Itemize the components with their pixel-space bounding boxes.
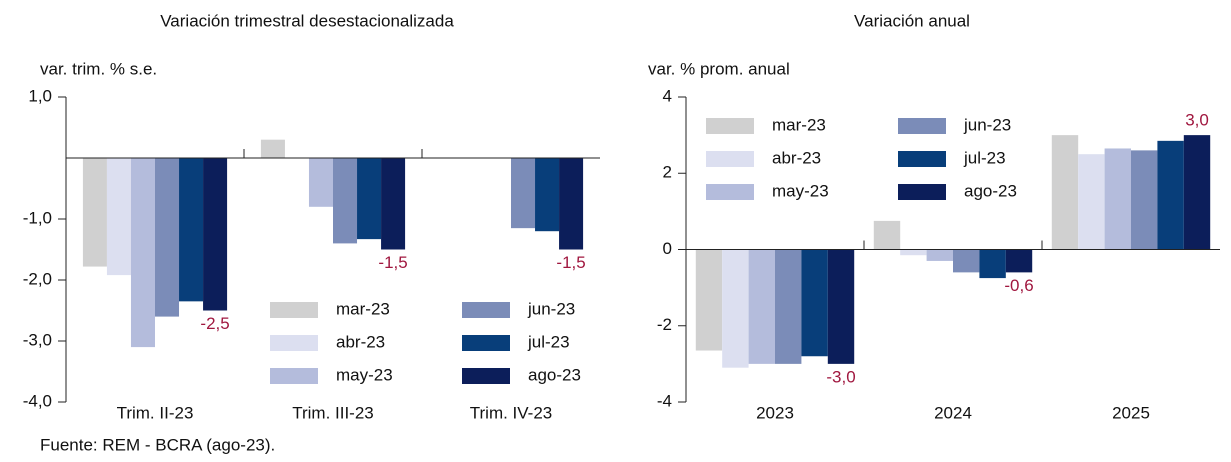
bar xyxy=(1078,154,1105,250)
bar xyxy=(1131,150,1158,250)
bar xyxy=(926,249,953,261)
legend-swatch xyxy=(898,184,946,200)
legend-swatch xyxy=(462,302,510,318)
legend-label: abr-23 xyxy=(772,148,821,167)
bar xyxy=(106,158,131,276)
chart-title: Variación trimestral desestacionalizada xyxy=(160,11,454,30)
x-tick-label: Trim. II-23 xyxy=(117,403,194,422)
legend-swatch xyxy=(898,118,946,134)
y-tick-label: -3,0 xyxy=(23,330,52,349)
value-label: -0,6 xyxy=(1004,276,1033,295)
bar xyxy=(1104,148,1131,250)
bar xyxy=(179,158,204,302)
bar xyxy=(1157,140,1184,250)
y-tick-label: -4,0 xyxy=(23,391,52,410)
value-label: -3,0 xyxy=(826,367,855,386)
bar xyxy=(203,158,228,311)
legend-label: may-23 xyxy=(772,181,829,200)
x-tick-label: Trim. IV-23 xyxy=(470,403,553,422)
legend-swatch xyxy=(706,118,754,134)
bar xyxy=(1051,135,1079,250)
legend-label: mar-23 xyxy=(336,299,390,318)
source-note: Fuente: REM - BCRA (ago-23). xyxy=(40,435,275,454)
legend-swatch xyxy=(462,368,510,384)
bar xyxy=(260,139,285,158)
bar xyxy=(900,249,927,256)
legend-swatch xyxy=(462,335,510,351)
bar xyxy=(130,158,155,348)
bar xyxy=(82,158,107,267)
bar xyxy=(559,158,584,250)
bar xyxy=(381,158,406,250)
bar xyxy=(333,158,358,244)
x-tick-label: 2025 xyxy=(1112,403,1150,422)
bar xyxy=(827,249,855,364)
y-tick-label: -1,0 xyxy=(23,208,52,227)
value-label: -2,5 xyxy=(200,314,229,333)
bar xyxy=(748,249,775,364)
y-tick-label: -4 xyxy=(657,391,672,410)
x-tick-label: Trim. III-23 xyxy=(292,403,374,422)
bar xyxy=(1005,249,1033,273)
legend-label: may-23 xyxy=(336,365,393,384)
bar xyxy=(308,158,333,207)
value-label: 3,0 xyxy=(1185,111,1209,130)
legend-swatch xyxy=(898,151,946,167)
bar xyxy=(511,158,536,229)
value-label: -1,5 xyxy=(378,253,407,272)
bar xyxy=(357,158,382,240)
legend-swatch xyxy=(706,151,754,167)
legend-label: jun-23 xyxy=(527,299,575,318)
legend-label: abr-23 xyxy=(336,332,385,351)
legend-swatch xyxy=(270,302,318,318)
legend-label: jul-23 xyxy=(527,332,570,351)
legend-label: mar-23 xyxy=(772,115,826,134)
y-tick-label: 4 xyxy=(663,86,672,105)
bar xyxy=(695,249,723,351)
x-tick-label: 2024 xyxy=(934,403,972,422)
y-tick-label: 2 xyxy=(663,163,672,182)
legend-swatch xyxy=(270,368,318,384)
bar xyxy=(1183,135,1211,250)
bar xyxy=(775,249,802,364)
legend-swatch xyxy=(706,184,754,200)
y-tick-label: 0 xyxy=(663,239,672,258)
bar xyxy=(979,249,1006,279)
chart-title: Variación anual xyxy=(854,11,970,30)
y-axis-label: var. % prom. anual xyxy=(648,59,790,78)
legend-swatch xyxy=(270,335,318,351)
legend-label: ago-23 xyxy=(528,365,581,384)
bar xyxy=(155,158,180,317)
y-tick-label: -2 xyxy=(657,315,672,334)
y-tick-label: 1,0 xyxy=(28,86,52,105)
y-tick-label: -2,0 xyxy=(23,269,52,288)
bar xyxy=(873,220,901,250)
value-label: -1,5 xyxy=(556,253,585,272)
bar xyxy=(953,249,980,273)
y-axis-label: var. trim. % s.e. xyxy=(40,59,157,78)
legend-label: jun-23 xyxy=(963,115,1011,134)
bar xyxy=(722,249,749,368)
x-tick-label: 2023 xyxy=(756,403,794,422)
legend-label: jul-23 xyxy=(963,148,1006,167)
legend-label: ago-23 xyxy=(964,181,1017,200)
bar xyxy=(801,249,828,357)
bar xyxy=(535,158,560,232)
